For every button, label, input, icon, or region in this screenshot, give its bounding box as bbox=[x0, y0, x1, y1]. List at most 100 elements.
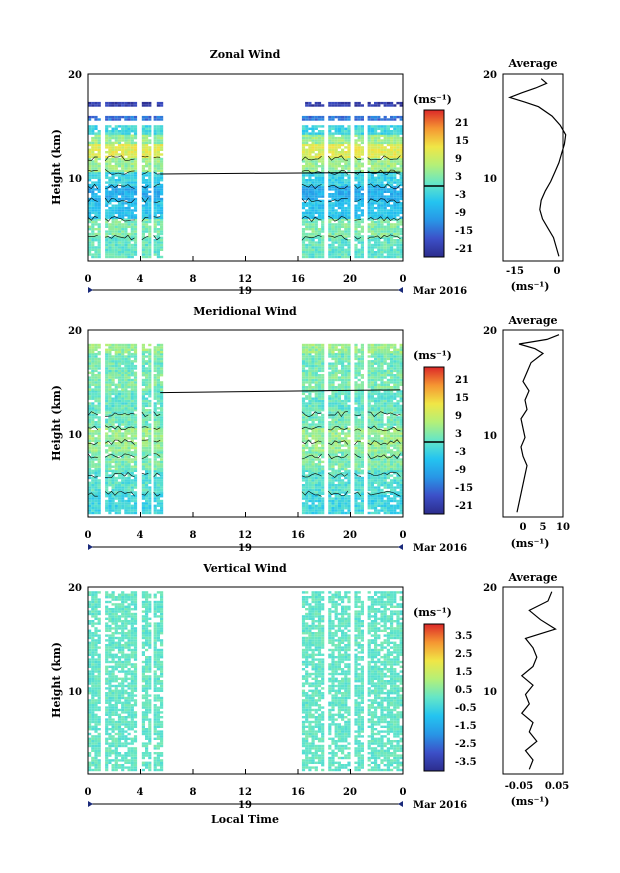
heatmap-cell bbox=[148, 383, 152, 386]
heatmap-cell bbox=[111, 141, 115, 145]
heatmap-cell bbox=[308, 134, 312, 137]
heatmap-cell bbox=[305, 127, 309, 130]
heatmap-cell bbox=[321, 502, 325, 505]
heatmap-cell bbox=[344, 130, 348, 133]
heatmap-cell bbox=[360, 181, 364, 184]
heatmap-cell bbox=[390, 181, 394, 184]
heatmap-cell bbox=[374, 255, 378, 259]
heatmap-cell bbox=[305, 225, 309, 228]
heatmap-cell bbox=[127, 362, 131, 365]
heatmap-cell bbox=[374, 214, 378, 217]
heatmap-cell bbox=[153, 446, 157, 450]
heatmap-cell bbox=[108, 136, 112, 140]
heatmap-cell bbox=[360, 193, 364, 196]
heatmap-cell bbox=[314, 355, 318, 358]
heatmap-cell bbox=[94, 362, 98, 365]
heatmap-cell bbox=[121, 216, 125, 219]
date-label: Mar 2016 bbox=[413, 286, 467, 297]
heatmap-cell bbox=[141, 101, 145, 105]
heatmap-cell bbox=[153, 413, 157, 417]
heatmap-cell bbox=[328, 193, 332, 196]
heatmap-cell bbox=[153, 143, 157, 147]
heatmap-cell bbox=[127, 427, 131, 430]
heatmap-cell bbox=[91, 395, 95, 398]
heatmap-cell bbox=[360, 246, 364, 249]
heatmap-cell bbox=[148, 411, 152, 414]
heatmap-cell bbox=[141, 225, 145, 228]
heatmap-cell bbox=[334, 211, 338, 215]
heatmap-cell bbox=[88, 383, 92, 386]
heatmap-cell bbox=[153, 423, 157, 426]
heatmap-cell bbox=[317, 418, 322, 421]
heatmap-cell bbox=[145, 495, 149, 498]
heatmap-cell bbox=[105, 360, 109, 363]
heatmap-cell bbox=[367, 239, 371, 242]
heatmap-cell bbox=[160, 425, 164, 429]
heatmap-cell bbox=[114, 230, 118, 233]
heatmap-cell bbox=[97, 176, 101, 179]
heatmap-cell bbox=[105, 488, 109, 492]
heatmap-cell bbox=[114, 118, 118, 121]
heatmap-cell bbox=[127, 395, 131, 398]
heatmap-cell bbox=[97, 378, 101, 382]
heatmap-cell bbox=[317, 348, 322, 351]
heatmap-cell bbox=[153, 386, 157, 389]
heatmap-cell bbox=[347, 134, 351, 137]
heatmap-cell bbox=[97, 104, 101, 107]
heatmap-cell bbox=[374, 202, 378, 205]
heatmap-cell bbox=[331, 176, 335, 179]
heatmap-cell bbox=[380, 167, 384, 170]
heatmap-cell bbox=[127, 407, 131, 410]
heatmap-cell bbox=[153, 228, 157, 231]
heatmap-cell bbox=[370, 134, 374, 137]
heatmap-cell bbox=[344, 397, 348, 400]
heatmap-cell bbox=[160, 486, 164, 489]
heatmap-cell bbox=[399, 220, 403, 224]
heatmap-cell bbox=[145, 169, 149, 173]
heatmap-cell bbox=[311, 388, 315, 391]
heatmap-cell bbox=[160, 179, 164, 182]
heatmap-cell bbox=[360, 220, 364, 224]
heatmap-cell bbox=[133, 190, 138, 193]
heatmap-cell bbox=[386, 236, 390, 239]
heatmap-cell bbox=[117, 253, 122, 256]
heatmap-cell bbox=[317, 381, 322, 384]
heatmap-cell bbox=[127, 484, 131, 487]
heatmap-cell bbox=[117, 220, 122, 224]
heatmap-cell bbox=[337, 434, 341, 438]
heatmap-cell bbox=[317, 411, 322, 414]
heatmap-cell bbox=[148, 130, 152, 133]
heatmap-cell bbox=[145, 115, 149, 119]
heatmap-cell bbox=[317, 507, 322, 510]
heatmap-cell bbox=[133, 486, 138, 489]
heatmap-cell bbox=[301, 386, 306, 389]
heatmap-cell bbox=[108, 362, 112, 365]
heatmap-cell bbox=[156, 509, 160, 512]
heatmap-cell bbox=[328, 376, 332, 379]
heatmap-cell bbox=[127, 190, 131, 193]
heatmap-cell bbox=[334, 181, 338, 184]
heatmap-cell bbox=[121, 185, 125, 189]
heatmap-cell bbox=[105, 230, 109, 233]
heatmap-cell bbox=[133, 209, 138, 212]
heatmap-cell bbox=[337, 463, 341, 466]
heatmap-cell bbox=[121, 127, 125, 130]
heatmap-cell bbox=[111, 193, 115, 196]
heatmap-cell bbox=[370, 193, 374, 196]
heatmap-cell bbox=[301, 134, 306, 137]
heatmap-cell bbox=[88, 197, 92, 201]
heatmap-cell bbox=[380, 134, 384, 137]
heatmap-cell bbox=[317, 239, 322, 242]
heatmap-cell bbox=[311, 357, 315, 361]
heatmap-cell bbox=[334, 399, 338, 403]
heatmap-cell bbox=[130, 409, 134, 412]
heatmap-cell bbox=[374, 181, 378, 184]
heatmap-cell bbox=[374, 225, 378, 228]
heatmap-cell bbox=[321, 472, 325, 475]
heatmap-cell bbox=[386, 199, 390, 203]
heatmap-cell bbox=[334, 504, 338, 507]
heatmap-cell bbox=[127, 181, 131, 184]
heatmap-cell bbox=[347, 197, 351, 201]
heatmap-cell bbox=[148, 139, 152, 142]
heatmap-cell bbox=[156, 378, 160, 382]
